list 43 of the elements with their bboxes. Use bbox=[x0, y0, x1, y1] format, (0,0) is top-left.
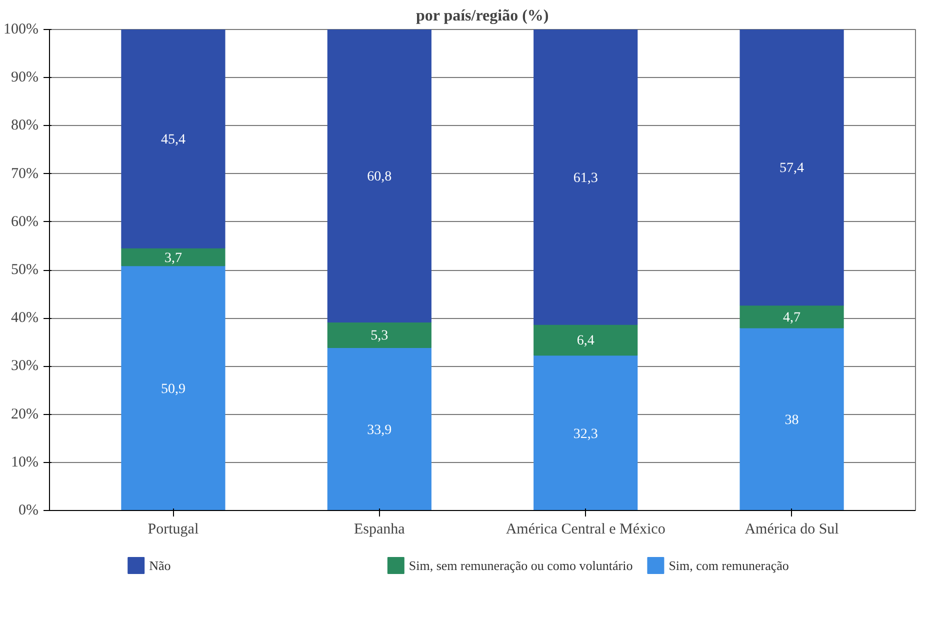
bar bbox=[121, 247, 226, 266]
y-tick-label: 60% bbox=[11, 214, 39, 230]
bar bbox=[327, 321, 432, 348]
bar bbox=[534, 354, 638, 510]
legend-label: Não bbox=[149, 558, 171, 573]
bar bbox=[121, 30, 226, 248]
y-tick-label: 0% bbox=[18, 502, 39, 518]
legend-label: Sim, com remuneração bbox=[668, 558, 789, 573]
data-label: 5,3 bbox=[370, 328, 388, 344]
bar bbox=[327, 346, 432, 510]
bar bbox=[121, 265, 226, 510]
data-label: 50,9 bbox=[160, 382, 186, 398]
data-label: 32,3 bbox=[573, 426, 598, 442]
legend-label: Sim, sem remuneração ou como voluntário bbox=[408, 558, 633, 573]
y-tick-label: 80% bbox=[11, 118, 39, 134]
x-tick-label: América do Sul bbox=[744, 522, 839, 538]
data-label: 6,4 bbox=[576, 334, 594, 349]
bar bbox=[740, 30, 844, 306]
y-tick-label: 30% bbox=[11, 358, 39, 374]
bar bbox=[327, 30, 432, 322]
data-label: 4,7 bbox=[783, 310, 801, 326]
y-tick-label: 20% bbox=[11, 406, 39, 422]
data-label: 57,4 bbox=[780, 161, 804, 176]
y-tick-label: 10% bbox=[11, 454, 39, 470]
bar bbox=[534, 30, 638, 325]
y-tick-label: 90% bbox=[11, 70, 39, 86]
data-label: 33,9 bbox=[367, 422, 392, 438]
y-tick-label: 100% bbox=[4, 22, 39, 38]
data-label: 45,4 bbox=[160, 132, 186, 148]
x-tick-label: América Central e México bbox=[506, 522, 666, 538]
data-label: 3,7 bbox=[164, 250, 182, 266]
bar bbox=[534, 324, 638, 356]
data-label: 61,3 bbox=[573, 170, 598, 186]
y-tick-label: 40% bbox=[11, 310, 39, 326]
chart-title: por país/região (%) bbox=[416, 8, 549, 24]
bar bbox=[740, 327, 844, 510]
data-label: 38 bbox=[784, 413, 799, 428]
x-tick-label: Espanha bbox=[354, 522, 406, 538]
data-label: 60,8 bbox=[367, 170, 392, 185]
x-tick-label: Portugal bbox=[148, 522, 199, 538]
y-tick-label: 70% bbox=[11, 166, 39, 182]
bar bbox=[740, 304, 844, 328]
y-tick-label: 50% bbox=[11, 262, 39, 278]
